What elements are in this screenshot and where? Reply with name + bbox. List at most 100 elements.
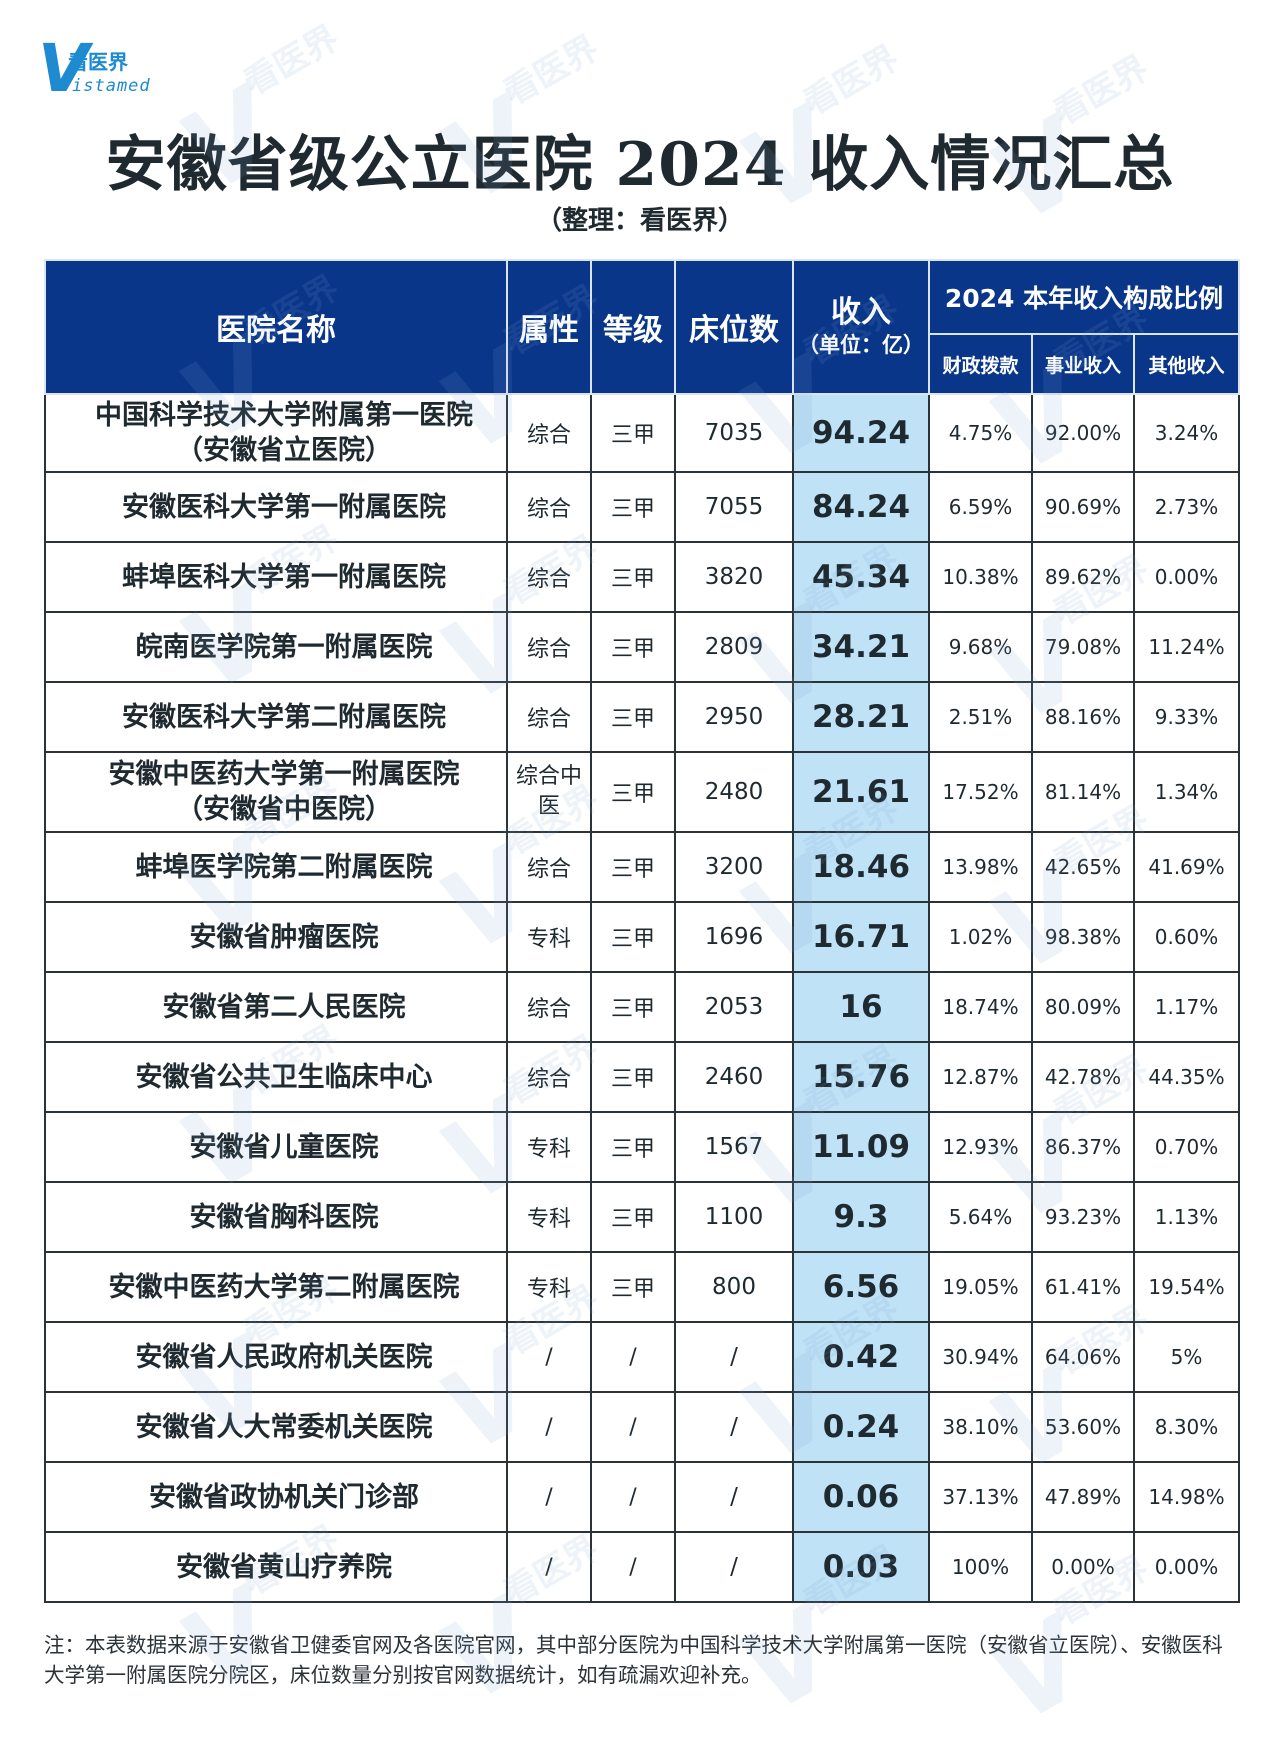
hospital-grade: / bbox=[590, 1461, 676, 1533]
table-row: 蚌埠医科大学第一附属医院 综合 三甲 3820 45.34 10.38% 89.62% 0.0… bbox=[44, 541, 1241, 613]
hospital-name-line1: 安徽省人民政府机关医院 bbox=[135, 1341, 433, 1373]
col-header-ratio-group: 2024 本年收入构成比例 bbox=[927, 259, 1241, 335]
business-ratio: 81.14% bbox=[1031, 751, 1135, 833]
fiscal-ratio: 18.74% bbox=[928, 971, 1033, 1043]
bed-count: 2053 bbox=[674, 971, 794, 1043]
other-ratio: 14.98% bbox=[1132, 1461, 1241, 1533]
income-unit: （单位：亿） bbox=[798, 333, 924, 357]
other-ratio: 9.33% bbox=[1132, 681, 1241, 753]
fiscal-ratio: 100% bbox=[928, 1531, 1033, 1603]
bed-count: 2809 bbox=[674, 611, 794, 683]
hospital-name: 中国科学技术大学附属第一医院 （安徽省立医院） bbox=[44, 393, 508, 473]
business-ratio: 64.06% bbox=[1031, 1321, 1135, 1393]
hospital-attr: 综合中医 bbox=[506, 751, 592, 833]
other-ratio: 8.30% bbox=[1132, 1391, 1241, 1463]
hospital-name-line2: （安徽省立医院） bbox=[176, 435, 392, 466]
hospital-name-line1: 安徽省肿瘤医院 bbox=[189, 921, 379, 953]
table-row: 安徽中医药大学第二附属医院 专科 三甲 800 6.56 19.05% 61.41% 19.5… bbox=[44, 1251, 1241, 1323]
hospital-attr: 专科 bbox=[506, 1251, 592, 1323]
bed-count: / bbox=[674, 1391, 794, 1463]
income-value: 34.21 bbox=[792, 611, 930, 683]
bed-count: 3200 bbox=[674, 831, 794, 903]
footnote: 注：本表数据来源于安徽省卫健委官网及各医院官网，其中部分医院为中国科学技术大学附… bbox=[44, 1633, 1223, 1687]
table-row: 安徽省人大常委机关医院 / //0.24 38.10% 53.60% 8.30% bbox=[44, 1391, 1241, 1463]
fiscal-ratio: 1.02% bbox=[928, 901, 1033, 973]
logo-en-text: istamed bbox=[72, 76, 151, 96]
bed-count: / bbox=[674, 1321, 794, 1393]
table-row: 安徽省胸科医院 专科 三甲 1100 9.3 5.64% 93.23% 1.13% bbox=[44, 1181, 1241, 1253]
business-ratio: 93.23% bbox=[1031, 1181, 1135, 1253]
vistamed-logo: V 看医界 istamed bbox=[38, 36, 158, 102]
hospital-name: 安徽省黄山疗养院 bbox=[44, 1531, 508, 1603]
income-value: 45.34 bbox=[792, 541, 930, 613]
income-value: 21.61 bbox=[792, 751, 930, 833]
fiscal-ratio: 4.75% bbox=[928, 393, 1033, 473]
table-row: 安徽中医药大学第一附属医院 （安徽省中医院） 综合中医三甲 2480 21.61 17.5… bbox=[44, 751, 1241, 833]
hospital-grade: 三甲 bbox=[590, 901, 676, 973]
fiscal-ratio: 30.94% bbox=[928, 1321, 1033, 1393]
business-ratio: 42.65% bbox=[1031, 831, 1135, 903]
hospital-attr: / bbox=[506, 1531, 592, 1603]
hospital-name-line1: 安徽省黄山疗养院 bbox=[176, 1551, 392, 1583]
logo-v-glyph: V bbox=[38, 30, 90, 107]
other-ratio: 1.13% bbox=[1132, 1181, 1241, 1253]
hospital-name: 安徽医科大学第一附属医院 bbox=[44, 471, 508, 543]
col-header-grade: 等级 bbox=[590, 259, 676, 395]
hospital-name-line1: 蚌埠医学院第二附属医院 bbox=[135, 851, 433, 883]
other-ratio: 1.34% bbox=[1132, 751, 1241, 833]
fiscal-ratio: 2.51% bbox=[928, 681, 1033, 753]
income-value: 0.03 bbox=[792, 1531, 930, 1603]
hospital-name: 蚌埠医科大学第一附属医院 bbox=[44, 541, 508, 613]
fiscal-ratio: 12.93% bbox=[928, 1111, 1033, 1183]
hospital-name-line1: 皖南医学院第一附属医院 bbox=[135, 631, 433, 663]
hospital-name-line1: 安徽医科大学第二附属医院 bbox=[122, 701, 446, 733]
fiscal-ratio: 6.59% bbox=[928, 471, 1033, 543]
business-ratio: 98.38% bbox=[1031, 901, 1135, 973]
hospital-attr: / bbox=[506, 1391, 592, 1463]
income-value: 0.24 bbox=[792, 1391, 930, 1463]
hospital-name: 安徽省公共卫生临床中心 bbox=[44, 1041, 508, 1113]
other-ratio: 1.17% bbox=[1132, 971, 1241, 1043]
income-value: 16.71 bbox=[792, 901, 930, 973]
other-ratio: 41.69% bbox=[1132, 831, 1241, 903]
hospital-name: 安徽省人民政府机关医院 bbox=[44, 1321, 508, 1393]
hospital-name-line1: 安徽省公共卫生临床中心 bbox=[135, 1061, 433, 1093]
hospital-grade: 三甲 bbox=[590, 611, 676, 683]
other-ratio: 0.00% bbox=[1132, 1531, 1241, 1603]
hospital-grade: / bbox=[590, 1531, 676, 1603]
hospital-name: 安徽省儿童医院 bbox=[44, 1111, 508, 1183]
hospital-attr: / bbox=[506, 1461, 592, 1533]
table-row: 安徽省黄山疗养院 / //0.03 100% 0.00% 0.00% bbox=[44, 1531, 1241, 1603]
business-ratio: 47.89% bbox=[1031, 1461, 1135, 1533]
table-row: 安徽省政协机关门诊部 / //0.06 37.13% 47.89% 14.98% bbox=[44, 1461, 1241, 1533]
income-value: 28.21 bbox=[792, 681, 930, 753]
hospital-name-line1: 安徽医科大学第一附属医院 bbox=[122, 491, 446, 523]
hospital-name: 安徽省第二人民医院 bbox=[44, 971, 508, 1043]
other-ratio: 19.54% bbox=[1132, 1251, 1241, 1323]
income-value: 6.56 bbox=[792, 1251, 930, 1323]
hospital-name: 安徽省人大常委机关医院 bbox=[44, 1391, 508, 1463]
hospital-attr: 专科 bbox=[506, 901, 592, 973]
hospital-name: 安徽省政协机关门诊部 bbox=[44, 1461, 508, 1533]
fiscal-ratio: 17.52% bbox=[928, 751, 1033, 833]
hospital-attr: 综合 bbox=[506, 681, 592, 753]
hospital-name-line1: 安徽中医药大学第一附属医院 bbox=[108, 759, 460, 790]
bed-count: 800 bbox=[674, 1251, 794, 1323]
hospital-attr: / bbox=[506, 1321, 592, 1393]
hospital-name: 安徽省胸科医院 bbox=[44, 1181, 508, 1253]
fiscal-ratio: 12.87% bbox=[928, 1041, 1033, 1113]
business-ratio: 61.41% bbox=[1031, 1251, 1135, 1323]
business-ratio: 0.00% bbox=[1031, 1531, 1135, 1603]
hospital-grade: 三甲 bbox=[590, 1251, 676, 1323]
col-header-attr: 属性 bbox=[506, 259, 592, 395]
table-row: 安徽省儿童医院 专科 三甲 1567 11.09 12.93% 86.37% 0.70% bbox=[44, 1111, 1241, 1183]
hospital-name-line1: 安徽中医药大学第二附属医院 bbox=[108, 1271, 460, 1303]
fiscal-ratio: 38.10% bbox=[928, 1391, 1033, 1463]
hospital-name: 蚌埠医学院第二附属医院 bbox=[44, 831, 508, 903]
income-value: 16 bbox=[792, 971, 930, 1043]
income-value: 94.24 bbox=[792, 393, 930, 473]
income-value: 0.42 bbox=[792, 1321, 930, 1393]
bed-count: / bbox=[674, 1531, 794, 1603]
col-header-name: 医院名称 bbox=[44, 259, 508, 395]
hospital-name: 安徽医科大学第二附属医院 bbox=[44, 681, 508, 753]
